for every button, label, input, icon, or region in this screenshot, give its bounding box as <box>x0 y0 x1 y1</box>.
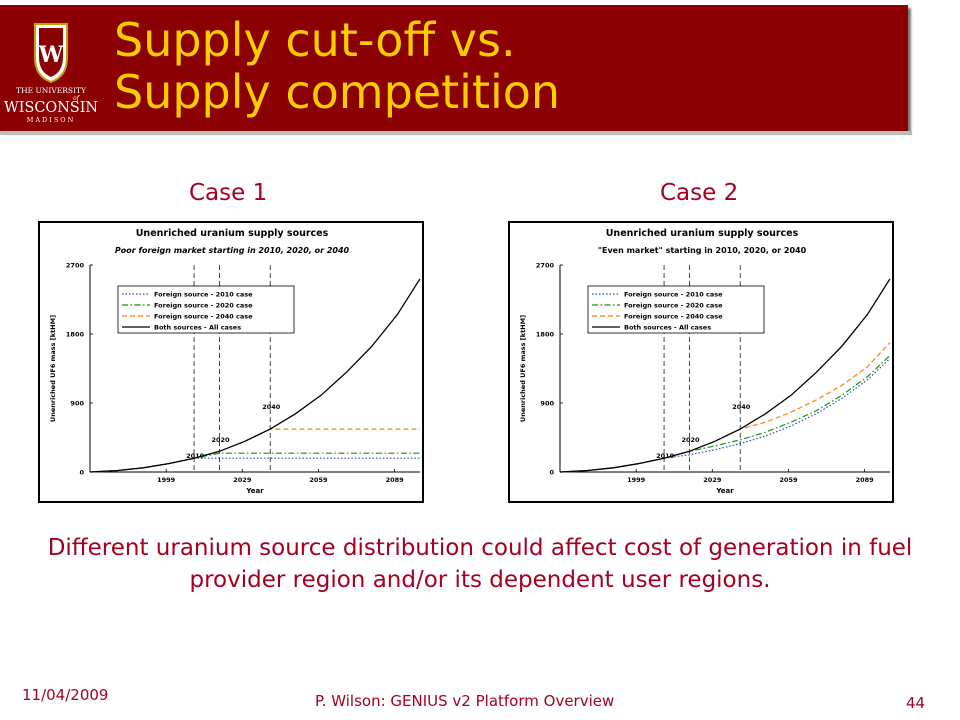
legend-label: Foreign source - 2010 case <box>154 291 253 299</box>
case-1-label: Case 1 <box>189 180 268 206</box>
legend-label: Foreign source - 2010 case <box>624 291 723 299</box>
year-annotation: 2010 <box>186 452 205 460</box>
crest-letter: W <box>38 42 64 68</box>
y-tick-label: 900 <box>70 400 84 408</box>
series-line-1 <box>89 457 420 473</box>
year-annotation: 2020 <box>211 436 230 444</box>
legend-label: Both sources - All cases <box>624 324 711 332</box>
year-annotation: 2010 <box>656 452 675 460</box>
series-line-2 <box>89 452 420 473</box>
slide-caption: Different uranium source distribution co… <box>47 535 913 593</box>
title-banner <box>0 5 908 131</box>
slide-title: Supply cut-off vs. Supply competition <box>114 14 560 118</box>
x-tick-label: 2029 <box>703 476 722 484</box>
chart-title: Unenriched uranium supply sources <box>136 228 329 239</box>
page-number: 44 <box>906 694 926 712</box>
series-line-4 <box>559 278 891 473</box>
chart-title: Unenriched uranium supply sources <box>606 228 799 239</box>
x-axis-label: Year <box>245 487 264 495</box>
university-logo: W THE UNIVERSITY of WISCONSIN MADISON <box>4 23 98 124</box>
y-tick-label: 2700 <box>66 262 85 270</box>
legend-label: Foreign source - 2020 case <box>154 302 253 310</box>
x-tick-label: 2059 <box>309 476 328 484</box>
chart-subtitle: Poor foreign market starting in 2010, 20… <box>115 246 350 255</box>
chart-subtitle: "Even market" starting in 2010, 2020, or… <box>598 246 807 255</box>
y-tick-label: 1800 <box>536 331 555 339</box>
series-line-3 <box>559 341 891 473</box>
y-tick-label: 0 <box>549 469 554 477</box>
year-annotation: 2020 <box>681 436 700 444</box>
x-tick-label: 2029 <box>233 476 252 484</box>
legend-label: Both sources - All cases <box>154 324 241 332</box>
y-tick-label: 2700 <box>536 262 555 270</box>
chart-case-2-svg: Unenriched uranium supply sources "Even m… <box>519 228 891 495</box>
series-line-4 <box>89 278 421 473</box>
x-axis-label: Year <box>715 487 734 495</box>
slide-title-line-2: Supply competition <box>114 65 561 119</box>
footer-presenter: P. Wilson: GENIUS v2 Platform Overview <box>315 692 615 710</box>
y-axis-label: Unenriched UF6 mass [ktHM] <box>519 315 527 422</box>
legend-label: Foreign source - 2040 case <box>624 313 723 321</box>
logo-text-top: THE UNIVERSITY <box>16 86 87 95</box>
logo-text-main: WISCONSIN <box>4 100 98 116</box>
logo-text-bottom: MADISON <box>27 116 76 124</box>
chart-case-1: Unenriched uranium supply sources Poor fo… <box>38 221 424 503</box>
chart-case-1-svg: Unenriched uranium supply sources Poor fo… <box>49 228 421 495</box>
series-line-2 <box>559 355 891 473</box>
logo-text-of: of <box>73 95 81 102</box>
case-2-label: Case 2 <box>660 180 739 206</box>
y-tick-label: 900 <box>540 400 554 408</box>
year-annotation: 2040 <box>732 403 751 411</box>
x-tick-label: 2059 <box>779 476 798 484</box>
x-tick-label: 2089 <box>386 476 405 484</box>
footer-date: 11/04/2009 <box>22 686 109 704</box>
y-tick-label: 1800 <box>66 331 85 339</box>
legend-label: Foreign source - 2040 case <box>154 313 253 321</box>
x-tick-label: 1999 <box>627 476 646 484</box>
y-tick-label: 0 <box>79 469 84 477</box>
legend-label: Foreign source - 2020 case <box>624 302 723 310</box>
series-line-3 <box>89 428 420 473</box>
y-axis-label: Unenriched UF6 mass [ktHM] <box>49 315 57 422</box>
chart-case-2: Unenriched uranium supply sources "Even m… <box>508 221 894 503</box>
series-line-1 <box>559 358 891 473</box>
x-tick-label: 2089 <box>856 476 875 484</box>
title-banner-shadow <box>0 131 912 135</box>
year-annotation: 2040 <box>262 403 281 411</box>
x-tick-label: 1999 <box>157 476 176 484</box>
slide-title-line-1: Supply cut-off vs. <box>114 13 516 67</box>
